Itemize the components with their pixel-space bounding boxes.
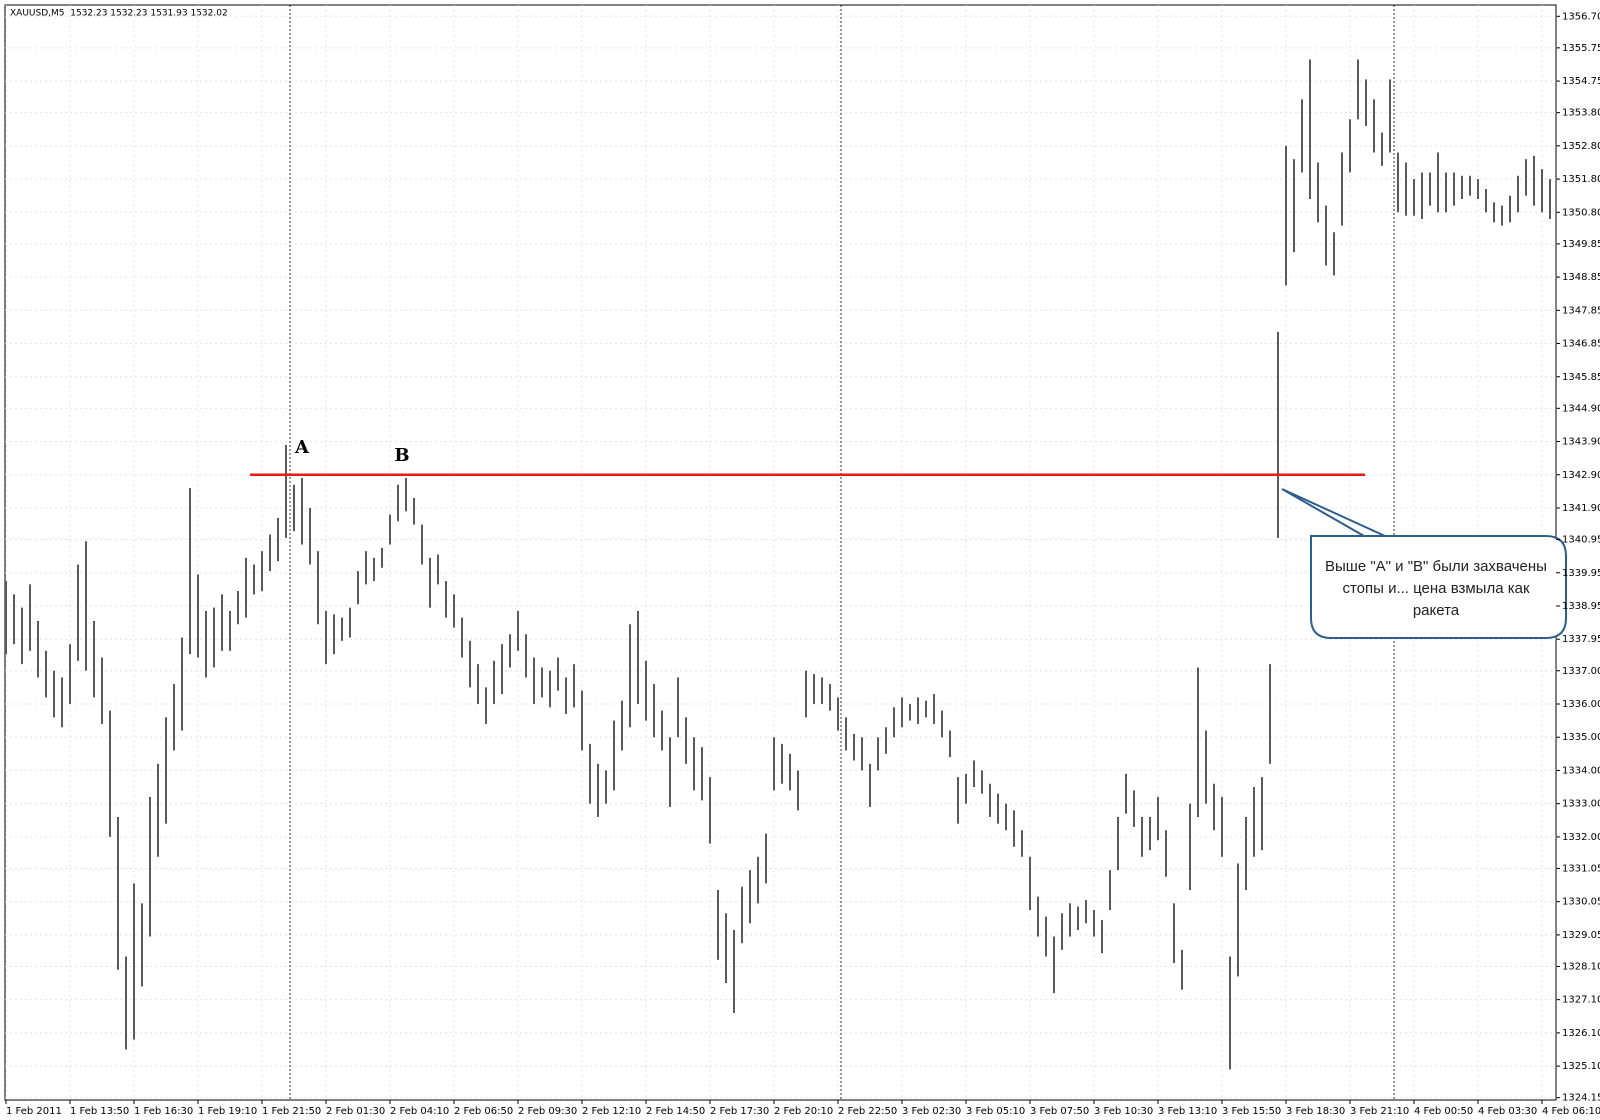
x-tick-label: 3 Feb 07:50 [1030, 1106, 1089, 1117]
x-tick-label: 3 Feb 02:30 [902, 1106, 961, 1117]
y-tick-label: 1325.10 [1562, 1061, 1600, 1072]
y-tick-label: 1340.95 [1562, 535, 1600, 546]
y-tick-label: 1352.80 [1562, 141, 1600, 152]
x-tick-label: 1 Feb 16:30 [134, 1106, 193, 1117]
y-tick-label: 1336.00 [1562, 699, 1600, 710]
point-annotation: B [394, 445, 409, 466]
callout-bubble [1281, 488, 1567, 639]
point-annotation: A [294, 437, 310, 458]
x-tick-label: 3 Feb 05:10 [966, 1106, 1025, 1117]
y-tick-label: 1356.70 [1562, 11, 1600, 22]
x-tick-label: 3 Feb 13:10 [1158, 1106, 1217, 1117]
y-tick-label: 1355.75 [1562, 43, 1600, 54]
x-tick-label: 2 Feb 01:30 [326, 1106, 385, 1117]
y-tick-label: 1330.05 [1562, 897, 1600, 908]
y-tick-label: 1348.85 [1562, 272, 1600, 283]
y-tick-label: 1333.00 [1562, 799, 1600, 810]
y-tick-label: 1327.10 [1562, 995, 1600, 1006]
x-tick-label: 2 Feb 14:50 [646, 1106, 705, 1117]
y-tick-label: 1339.95 [1562, 568, 1600, 579]
y-tick-label: 1329.05 [1562, 930, 1600, 941]
y-tick-label: 1335.00 [1562, 732, 1600, 743]
y-tick-label: 1342.90 [1562, 470, 1600, 481]
y-tick-label: 1334.00 [1562, 765, 1600, 776]
y-tick-label: 1324.15 [1562, 1093, 1600, 1104]
x-tick-label: 2 Feb 20:10 [774, 1106, 833, 1117]
x-tick-label: 2 Feb 12:10 [582, 1106, 641, 1117]
y-tick-label: 1326.10 [1562, 1028, 1600, 1039]
x-tick-label: 3 Feb 18:30 [1286, 1106, 1345, 1117]
y-tick-label: 1344.90 [1562, 403, 1600, 414]
y-tick-label: 1346.85 [1562, 339, 1600, 350]
y-tick-label: 1353.80 [1562, 108, 1600, 119]
x-tick-label: 4 Feb 06:10 [1542, 1106, 1600, 1117]
y-tick-label: 1337.00 [1562, 666, 1600, 677]
x-tick-label: 4 Feb 00:50 [1414, 1106, 1473, 1117]
y-tick-label: 1343.90 [1562, 437, 1600, 448]
y-tick-label: 1347.85 [1562, 305, 1600, 316]
x-tick-label: 1 Feb 13:50 [70, 1106, 129, 1117]
x-tick-label: 4 Feb 03:30 [1478, 1106, 1537, 1117]
y-tick-label: 1341.90 [1562, 503, 1600, 514]
x-tick-label: 2 Feb 09:30 [518, 1106, 577, 1117]
y-tick-label: 1354.75 [1562, 76, 1600, 87]
y-tick-label: 1351.80 [1562, 174, 1600, 185]
x-tick-label: 1 Feb 2011 [6, 1106, 62, 1117]
x-tick-label: 2 Feb 04:10 [390, 1106, 449, 1117]
y-tick-label: 1338.95 [1562, 601, 1600, 612]
y-tick-label: 1337.95 [1562, 634, 1600, 645]
x-tick-label: 3 Feb 10:30 [1094, 1106, 1153, 1117]
y-tick-label: 1331.05 [1562, 863, 1600, 874]
callout-text: Выше "A" и "B" были захвачены стопы и...… [1325, 558, 1547, 619]
y-tick-label: 1349.85 [1562, 239, 1600, 250]
x-tick-label: 2 Feb 17:30 [710, 1106, 769, 1117]
y-tick-label: 1328.10 [1562, 961, 1600, 972]
y-tick-label: 1332.00 [1562, 832, 1600, 843]
x-tick-label: 2 Feb 06:50 [454, 1106, 513, 1117]
x-tick-label: 3 Feb 15:50 [1222, 1106, 1281, 1117]
x-tick-label: 2 Feb 22:50 [838, 1106, 897, 1117]
x-tick-label: 1 Feb 19:10 [198, 1106, 257, 1117]
y-tick-label: 1350.80 [1562, 207, 1600, 218]
x-tick-label: 3 Feb 21:10 [1350, 1106, 1409, 1117]
x-tick-label: 1 Feb 21:50 [262, 1106, 321, 1117]
symbol-header: XAUUSD,M5 1532.23 1532.23 1531.93 1532.0… [10, 9, 228, 19]
y-tick-label: 1345.85 [1562, 372, 1600, 383]
